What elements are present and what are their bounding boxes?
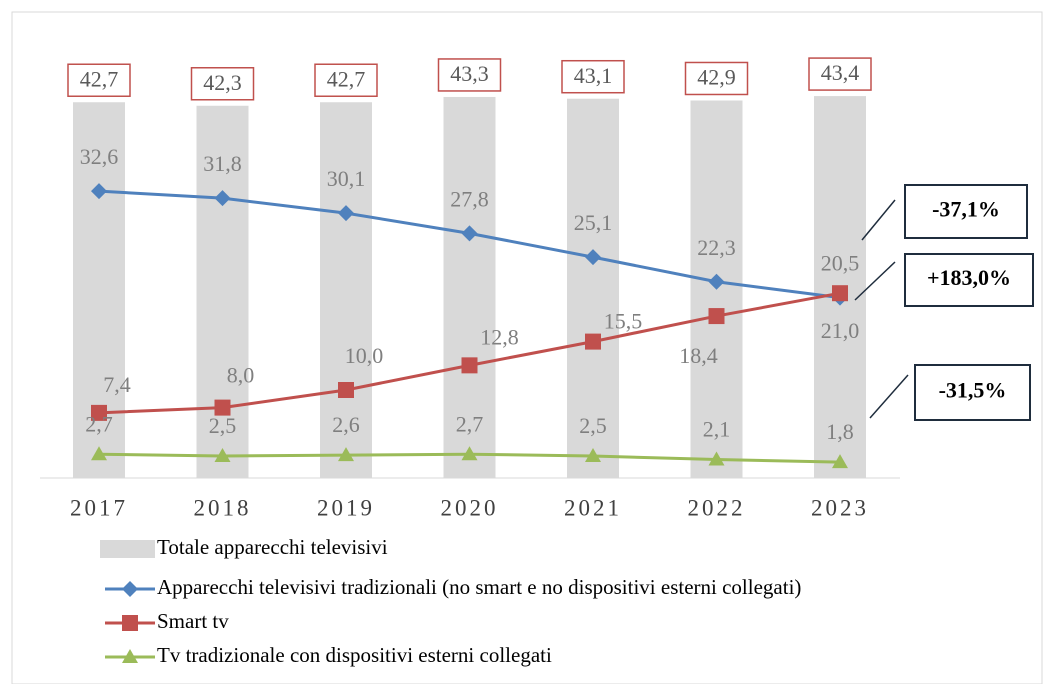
chart-frame [11, 11, 1043, 684]
point [585, 249, 601, 266]
bar [443, 96, 496, 479]
annotation-box [904, 184, 1028, 239]
x-tick-label: 2017 [70, 495, 128, 520]
bar-label-box [561, 59, 625, 94]
bar-label-box [808, 57, 872, 91]
data-label: 22,3 [697, 235, 736, 260]
bar [567, 98, 619, 478]
data-label: 18,4 [679, 343, 718, 368]
point [708, 273, 725, 290]
data-label: 20,5 [821, 251, 860, 276]
annotation-leader [861, 199, 896, 241]
legend-marker [122, 615, 138, 631]
legend-marker [122, 581, 138, 597]
point [91, 404, 107, 421]
point [214, 190, 231, 207]
data-label: 21,0 [821, 318, 860, 343]
legend-swatch [100, 540, 155, 558]
point [585, 333, 601, 350]
bar-label-box [437, 58, 502, 92]
point [214, 448, 231, 462]
data-label: 30,1 [327, 166, 366, 191]
point [461, 225, 478, 242]
x-tick-label: 2021 [564, 495, 622, 520]
bar-label: 42,7 [327, 66, 366, 91]
data-label: 2,5 [579, 413, 607, 438]
data-label: 15,5 [604, 309, 643, 334]
legend-label: Apparecchi televisivi tradizionali (no s… [157, 575, 801, 599]
annotation-box [904, 253, 1034, 307]
data-label: 1,8 [826, 419, 854, 444]
x-tick-label: 2018 [194, 495, 252, 520]
point [214, 399, 231, 416]
x-tick-label: 2023 [811, 495, 869, 520]
data-label: 2,7 [456, 411, 484, 436]
point [461, 446, 478, 461]
point [91, 446, 107, 461]
legend-marker [122, 649, 138, 663]
data-label: 2,6 [332, 412, 360, 437]
data-label: 2,1 [703, 417, 731, 442]
bar-label: 42,9 [697, 65, 736, 90]
annotation-leader [854, 261, 896, 301]
bar-label: 42,3 [203, 70, 242, 95]
point [585, 448, 601, 462]
x-tick-label: 2022 [688, 495, 746, 520]
data-label: 32,6 [80, 144, 119, 169]
bar-label-box [190, 67, 255, 101]
point [338, 382, 354, 398]
bar-label-box [684, 61, 749, 96]
legend-label: Totale apparecchi televisivi [157, 535, 388, 559]
bar [196, 105, 249, 478]
bar-label: 42,7 [80, 66, 119, 91]
x-tick-label: 2019 [317, 495, 375, 520]
bar-label-box [67, 63, 131, 97]
data-label: 12,8 [480, 324, 519, 349]
point [832, 285, 848, 302]
point [461, 357, 478, 374]
point [338, 447, 354, 462]
data-label: 2,5 [209, 413, 237, 438]
bar-label-box [314, 63, 378, 97]
data-label: 10,0 [345, 343, 384, 368]
bar-label: 43,1 [574, 63, 613, 88]
annotation: -31,5% [939, 378, 1007, 403]
annotation-leader [869, 374, 909, 419]
data-label: 27,8 [450, 186, 489, 211]
bar-label: 43,4 [821, 60, 860, 85]
legend-label: Smart tv [157, 609, 229, 633]
bar-label: 43,3 [450, 61, 489, 86]
data-label: 8,0 [227, 363, 255, 388]
point [708, 308, 725, 325]
point [708, 451, 725, 466]
bar [320, 102, 372, 479]
point [832, 454, 848, 469]
data-label: 7,4 [103, 372, 131, 397]
point [338, 205, 354, 222]
point [91, 183, 107, 200]
data-label: 25,1 [574, 210, 613, 235]
x-tick-label: 2020 [441, 495, 499, 520]
data-label: 2,7 [85, 411, 113, 436]
annotation-box [914, 364, 1031, 421]
annotation: -37,1% [932, 197, 1000, 222]
legend-label: Tv tradizionale con dispositivi esterni … [157, 643, 552, 667]
data-label: 31,8 [203, 151, 242, 176]
annotation: +183,0% [927, 265, 1011, 290]
